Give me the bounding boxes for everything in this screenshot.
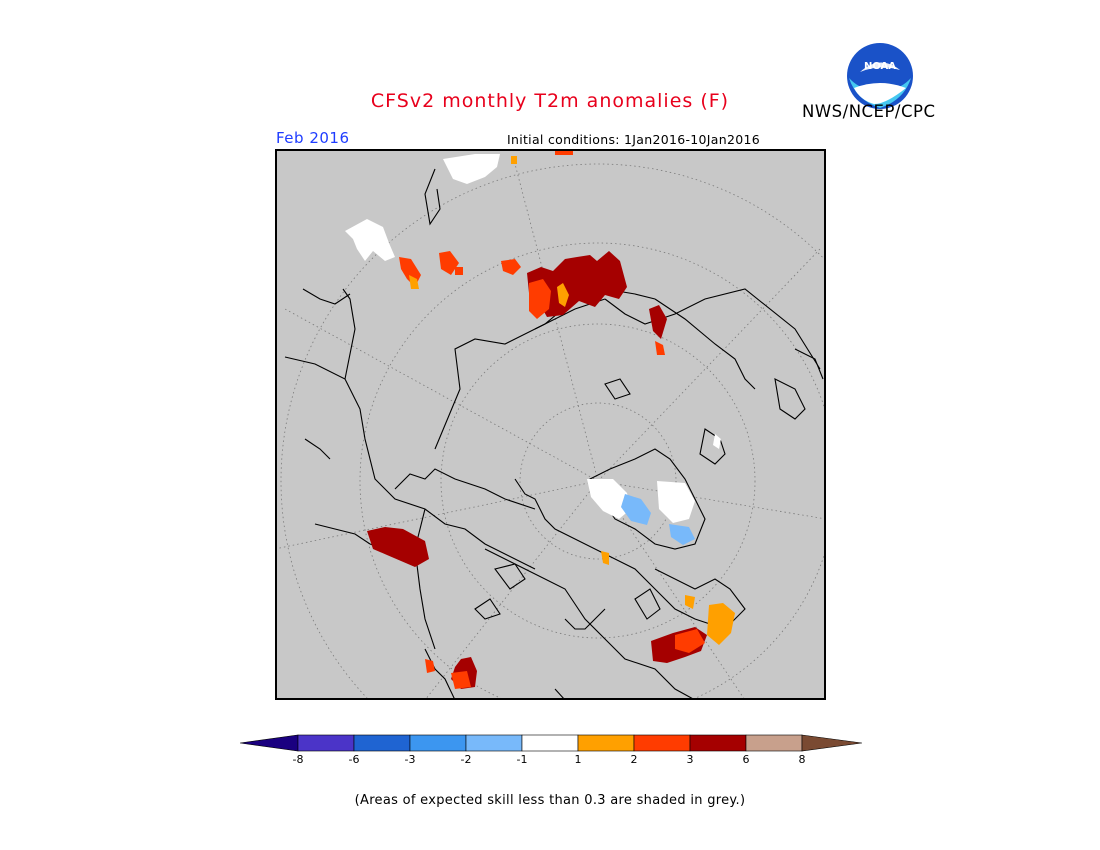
colorbar-swatch — [745, 734, 803, 752]
colorbar-swatch — [689, 734, 747, 752]
credit-label: NWS/NCEP/CPC — [802, 102, 936, 121]
coastlines — [284, 168, 824, 700]
colorbar-swatch — [297, 734, 355, 752]
colorbar-tick-label: 1 — [575, 753, 582, 766]
colorbar-tick-label: 3 — [687, 753, 694, 766]
graticule — [275, 163, 826, 700]
colorbar-tick-label: -1 — [517, 753, 528, 766]
colorbar-tick-label: 8 — [799, 753, 806, 766]
colorbar-swatch — [577, 734, 635, 752]
noaa-logo: NOAA — [847, 43, 913, 109]
colorbar-arrow-low — [240, 734, 299, 752]
anomaly-patches — [345, 149, 735, 689]
colorbar-tick-label: 6 — [743, 753, 750, 766]
colorbar-swatches — [240, 734, 862, 752]
colorbar-swatch — [521, 734, 579, 752]
colorbar: -8 -6 -3 -2 -1 1 2 3 6 8 — [240, 734, 862, 766]
polar-map — [275, 149, 826, 700]
colorbar-swatch — [409, 734, 467, 752]
colorbar-swatch — [633, 734, 691, 752]
initial-conditions-label: Initial conditions: 1Jan2016-10Jan2016 — [507, 132, 760, 147]
colorbar-tick-label: -3 — [405, 753, 416, 766]
skill-footnote: (Areas of expected skill less than 0.3 a… — [354, 793, 746, 808]
colorbar-swatch — [465, 734, 523, 752]
map-frame — [275, 149, 826, 700]
logo-text: NOAA — [864, 61, 896, 72]
colorbar-tick-label: 2 — [631, 753, 638, 766]
colorbar-ticks: -8 -6 -3 -2 -1 1 2 3 6 8 — [293, 753, 806, 766]
colorbar-tick-label: -8 — [293, 753, 304, 766]
colorbar-arrow-high — [801, 734, 862, 752]
colorbar-tick-label: -2 — [461, 753, 472, 766]
colorbar-tick-label: -6 — [349, 753, 360, 766]
valid-month-label: Feb 2016 — [276, 129, 350, 147]
colorbar-swatch — [353, 734, 411, 752]
map-title: CFSv2 monthly T2m anomalies (F) — [370, 90, 730, 112]
